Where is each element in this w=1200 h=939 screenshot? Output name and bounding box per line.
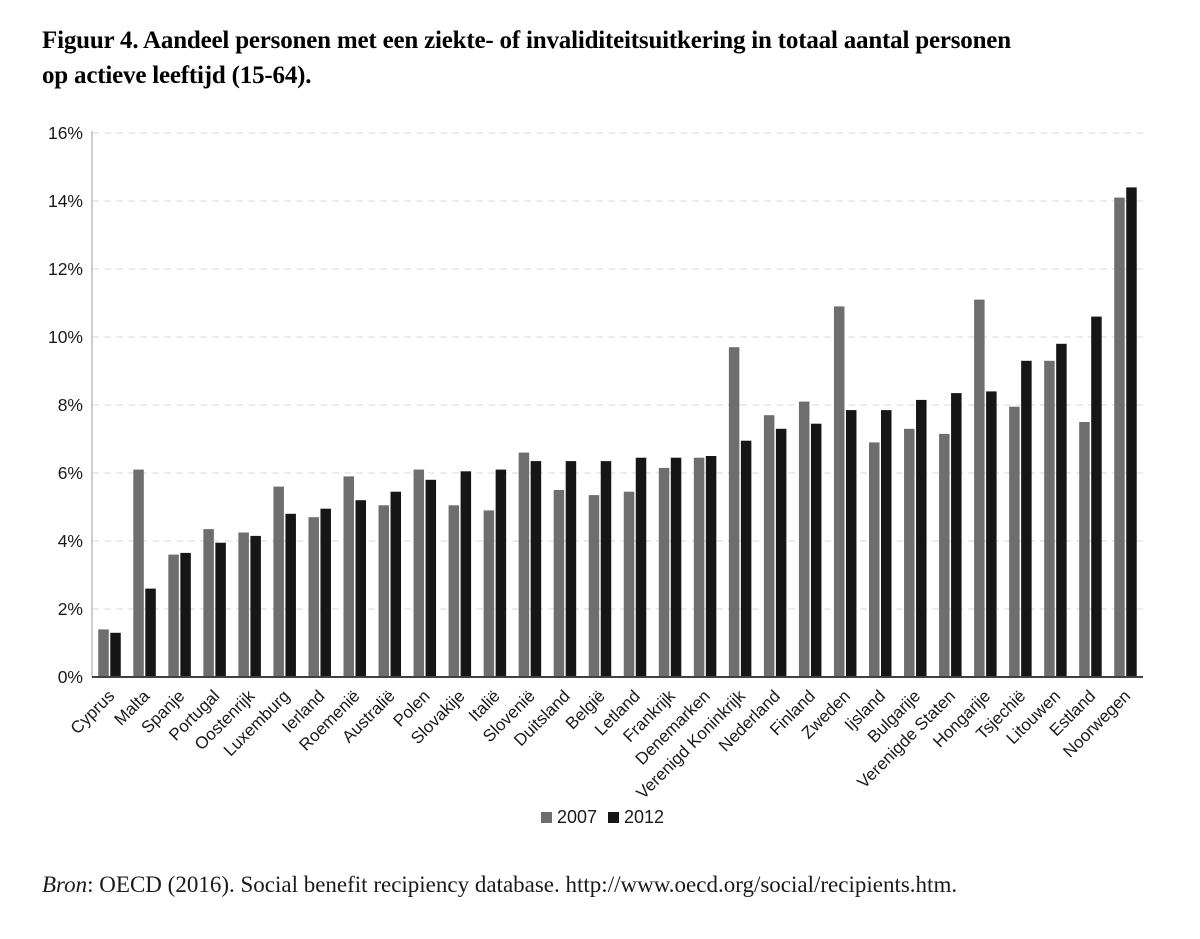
bar-2012-estland	[1091, 316, 1102, 677]
bar-2007-letland	[623, 491, 635, 677]
bar-2007-australi	[378, 505, 390, 677]
bar-2007-belgi	[588, 495, 600, 677]
bar-2012-polen	[425, 479, 437, 677]
bar-2007-verenigd-koninkrijk	[728, 347, 740, 677]
legend-label-2012: 2012	[624, 807, 664, 827]
bar-2012-ijsland	[881, 410, 892, 677]
bar-2012-ierland	[320, 508, 331, 677]
bar-2007-luxemburg	[273, 486, 284, 677]
bar-2012-australi	[390, 491, 402, 677]
grouped-bar-chart: 0%2%4%6%8%10%12%14%16%CyprusMaltaSpanjeP…	[48, 123, 1143, 827]
bar-2007-itali	[483, 510, 495, 677]
bar-2007-polen	[413, 469, 425, 677]
y-tick-label-8: 8%	[58, 395, 83, 415]
bar-2007-duitsland	[553, 490, 565, 677]
bar-2007-denemarken	[693, 457, 705, 677]
bar-2012-verenigde-staten	[951, 393, 962, 677]
bar-2012-tsjechi	[1021, 360, 1032, 677]
bar-2007-finland	[798, 401, 810, 677]
bar-2012-luxemburg	[285, 513, 296, 677]
bar-2007-cyprus	[98, 629, 109, 677]
bar-2007-tsjechi	[1009, 406, 1020, 677]
bar-2012-malta	[145, 588, 156, 677]
bar-2012-finland	[810, 423, 822, 677]
bar-2012-duitsland	[565, 461, 577, 677]
bar-2012-verenigd-koninkrijk	[740, 440, 752, 677]
bar-2012-noorwegen	[1126, 187, 1137, 677]
legend-swatch-2007	[541, 812, 552, 823]
bar-2012-litouwen	[1056, 343, 1067, 677]
bar-2007-spanje	[168, 554, 179, 677]
bar-2012-nederland	[775, 428, 787, 677]
bar-2012-frankrijk	[670, 457, 682, 677]
bar-2012-spanje	[180, 552, 191, 677]
bar-2007-oostenrijk	[238, 532, 249, 677]
y-tick-label-12: 12%	[48, 259, 83, 279]
x-label-cyprus: Cyprus	[67, 686, 119, 738]
legend-label-2007: 2007	[557, 807, 597, 827]
bar-2012-slovakije	[460, 471, 472, 677]
legend-swatch-2012	[608, 812, 619, 823]
bar-2007-ierland	[308, 517, 319, 677]
bar-2012-letland	[635, 457, 647, 677]
source-line: Bron: OECD (2016). Social benefit recipi…	[42, 872, 1182, 898]
bar-2007-noorwegen	[1114, 197, 1125, 677]
bar-2012-oostenrijk	[250, 535, 261, 677]
bar-2012-portugal	[215, 542, 226, 677]
bar-2012-zweden	[845, 410, 857, 677]
bar-2012-cyprus	[110, 632, 121, 677]
figure-title: Figuur 4. Aandeel personen met een ziekt…	[42, 24, 1182, 93]
y-tick-label-4: 4%	[58, 531, 83, 551]
bar-2012-bulgarije	[916, 399, 927, 677]
bar-2007-portugal	[203, 529, 214, 677]
bar-2007-ijsland	[869, 442, 880, 677]
bar-2012-hongarije	[986, 391, 997, 677]
y-tick-label-0: 0%	[58, 667, 83, 687]
figure-title-line2: op actieve leeftijd (15-64).	[42, 61, 312, 89]
bar-2007-estland	[1079, 422, 1090, 677]
y-tick-label-10: 10%	[48, 327, 83, 347]
bar-2012-roemeni	[355, 500, 366, 677]
source-text: : OECD (2016). Social benefit recipiency…	[87, 872, 958, 897]
bar-2012-sloveni	[530, 461, 542, 677]
bar-2007-slovakije	[448, 505, 460, 677]
bar-2007-nederland	[763, 415, 775, 677]
y-tick-label-16: 16%	[48, 123, 83, 143]
bar-2007-frankrijk	[658, 467, 670, 677]
y-tick-label-6: 6%	[58, 463, 83, 483]
bar-2007-roemeni	[343, 476, 354, 677]
source-label: Bron	[42, 872, 88, 897]
bar-2012-itali	[495, 469, 507, 677]
figure-title-line1: Figuur 4. Aandeel personen met een ziekt…	[42, 27, 1011, 54]
bar-2007-litouwen	[1044, 360, 1055, 677]
y-tick-label-2: 2%	[58, 599, 83, 619]
bar-2007-malta	[133, 469, 144, 677]
bar-2012-denemarken	[705, 456, 717, 677]
bar-2007-hongarije	[974, 299, 985, 677]
bar-2007-zweden	[833, 306, 845, 677]
bar-2007-verenigde-staten	[939, 433, 950, 677]
bar-2012-belgi	[600, 461, 612, 677]
bar-2007-bulgarije	[904, 428, 915, 677]
bar-2007-sloveni	[518, 452, 530, 677]
y-tick-label-14: 14%	[48, 191, 83, 211]
